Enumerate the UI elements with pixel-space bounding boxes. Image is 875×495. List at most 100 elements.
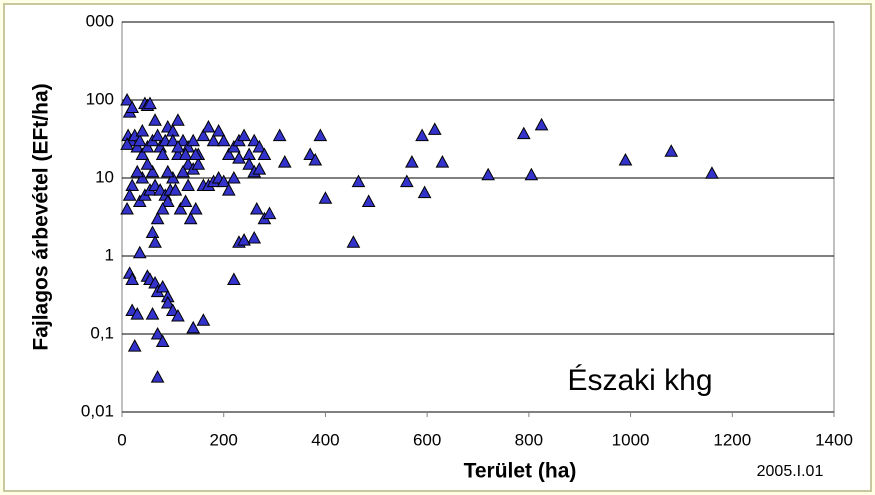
point (216, 174, 231, 188)
point (435, 155, 450, 168)
point (534, 117, 549, 131)
point (135, 170, 150, 184)
x-tick-label: 400 (311, 430, 339, 449)
point (664, 144, 679, 157)
point (171, 139, 185, 153)
point (188, 201, 203, 215)
point (130, 164, 145, 178)
point (361, 194, 376, 207)
point (524, 167, 539, 181)
y-tick-label: 10 (95, 167, 114, 186)
point (127, 339, 142, 352)
x-tick-label: 200 (210, 430, 238, 449)
point (143, 96, 157, 110)
point (166, 303, 180, 317)
point (150, 370, 165, 383)
point (249, 201, 264, 215)
point (351, 174, 366, 188)
x-tick-label: 800 (515, 430, 543, 449)
point (516, 126, 531, 140)
point (155, 279, 170, 293)
point (176, 133, 190, 147)
point (173, 201, 188, 215)
point (427, 122, 442, 135)
point (148, 113, 162, 126)
point (132, 194, 147, 207)
point (160, 164, 175, 178)
point (166, 170, 180, 184)
point (150, 326, 165, 340)
point (227, 272, 241, 285)
x-axis-title: Terület (ha) (464, 460, 577, 483)
point (303, 147, 318, 161)
annotation: 2005.I.01 (757, 463, 824, 480)
point (191, 157, 206, 170)
point (313, 128, 328, 142)
point (148, 276, 162, 289)
point (237, 233, 251, 246)
point (140, 139, 155, 153)
point (171, 308, 185, 322)
point (188, 147, 203, 161)
point (232, 151, 246, 164)
point (120, 201, 134, 215)
point (171, 113, 185, 126)
point (201, 120, 216, 133)
point (145, 307, 160, 320)
point (277, 155, 292, 168)
point (120, 137, 134, 150)
point (183, 211, 198, 225)
point (130, 139, 145, 153)
point (176, 164, 190, 178)
point (272, 128, 287, 142)
y-tick-label: 000 (86, 11, 114, 30)
point (308, 152, 323, 166)
point (417, 185, 432, 199)
point (415, 128, 429, 142)
point (178, 147, 193, 161)
point (318, 191, 333, 204)
x-tick-label: 1400 (815, 430, 853, 449)
point (130, 307, 145, 320)
point (125, 100, 140, 114)
point (186, 320, 201, 334)
point (135, 123, 150, 137)
point (120, 92, 134, 106)
point (132, 133, 147, 147)
point (145, 225, 160, 239)
point (257, 147, 272, 161)
point (252, 139, 267, 153)
annotation: Északi khg (567, 364, 712, 397)
point (196, 313, 211, 326)
point (155, 147, 170, 161)
y-tick-label: 0,1 (90, 323, 114, 342)
point (221, 147, 236, 161)
point (178, 194, 193, 207)
x-tick-label: 1200 (713, 430, 751, 449)
point (405, 155, 419, 168)
point (247, 230, 262, 244)
point (160, 194, 175, 207)
point (262, 206, 277, 220)
point (125, 272, 140, 285)
point (150, 128, 165, 142)
x-tick-label: 1000 (612, 430, 650, 449)
point (145, 164, 160, 178)
point (140, 157, 155, 170)
point (181, 178, 195, 192)
point (150, 211, 165, 225)
point (206, 133, 221, 147)
point (221, 183, 236, 196)
point (216, 133, 231, 147)
point (399, 174, 414, 188)
point (247, 133, 262, 147)
point (135, 147, 150, 161)
point (155, 334, 170, 348)
point (132, 245, 147, 259)
x-tick-label: 0 (117, 430, 126, 449)
point (346, 235, 361, 248)
point (618, 152, 633, 166)
point (242, 157, 256, 170)
point (186, 133, 201, 147)
